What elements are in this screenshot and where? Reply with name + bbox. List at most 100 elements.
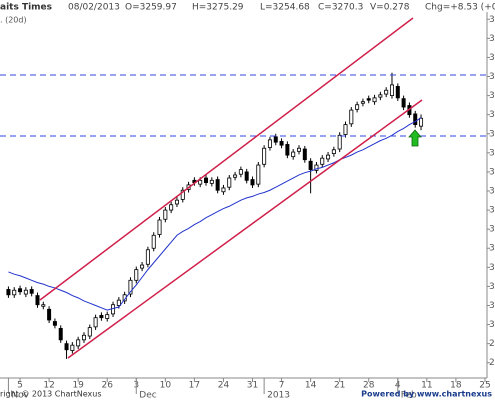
x-tick-label: 25 [479,381,490,391]
candle-body [349,109,354,125]
chart-title: aits Times [0,3,52,13]
y-tick-label: 3 [489,15,495,25]
powered-by: Powered by www.chartnexus [361,390,492,399]
candle-body [145,249,150,265]
candle-body [244,171,249,181]
candle-body [140,264,145,269]
volume-text: V=0.278 [370,3,410,13]
x-tick-label: 31 [247,381,258,391]
candle-body [128,279,133,295]
candle-body [413,113,418,125]
candle-body [343,124,348,135]
candle-body [169,204,174,211]
candle-body [250,179,255,186]
x-tick-label: 28 [363,381,375,391]
y-tick-label: 3 [489,148,495,158]
candle-body [291,151,296,158]
candle-body [308,160,313,171]
candle-body [35,295,40,306]
candle-body [262,147,267,165]
candle-body [355,104,360,110]
legend-entry: . (20d) [0,16,27,25]
candle-body [395,86,400,99]
candle-body [372,97,377,103]
candle-body [180,189,185,200]
candle-body [76,339,81,347]
y-tick-label: 2 [489,339,495,349]
x-period-label: Feb [401,391,417,400]
candle-body [99,315,104,319]
plot-area: 2233333333333333333512192631017243171421… [6,15,495,400]
x-tick-label: 10 [160,381,172,391]
candle-body [116,299,121,306]
y-tick-label: 2 [489,358,495,368]
candle-body [227,177,232,188]
candle-body [389,84,394,96]
y-tick-label: 3 [489,301,495,311]
candle-body [52,321,57,326]
candle-body [58,327,63,341]
candle-body [285,144,290,156]
candle-body [337,134,342,150]
change-text: Chg=+8.53 (+0.3%) [425,3,495,13]
ma-line [8,117,422,311]
candle-body [267,139,272,148]
candle-body [18,288,23,293]
up-arrow [408,129,422,147]
y-tick-label: 3 [489,320,495,330]
channel-lower [67,99,423,359]
y-tick-label: 3 [489,72,495,82]
x-tick-label: 12 [43,381,54,391]
candle-body [256,164,261,185]
candle-body [198,179,203,185]
candle-body [29,289,34,294]
candle-body [105,314,110,319]
candle-body [384,89,389,95]
y-tick-label: 3 [489,206,495,216]
y-tick-label: 3 [489,129,495,139]
candle-body [209,179,214,184]
y-tick-label: 3 [489,263,495,273]
candle-body [314,164,319,171]
candle-body [302,148,307,161]
candle-body [163,209,168,220]
candle-body [174,199,179,205]
candle-body [419,117,424,127]
x-tick-label: 5 [17,381,23,391]
candle-body [6,289,11,296]
candle-body [331,149,336,155]
channel-upper [39,17,414,301]
y-tick-label: 3 [489,187,495,197]
x-period-label: Dec [139,391,156,400]
candle-body [81,334,86,341]
candle-body [297,147,301,152]
candle-body [70,344,75,351]
candle-body [238,169,243,175]
candle-body [326,154,331,160]
candle-body [87,327,92,337]
candle-body [93,317,98,328]
candle-body [279,140,284,146]
candle-body [204,177,209,184]
candle-body [366,98,371,101]
candle-body [378,94,383,98]
date: 08/02/2013 [68,3,120,13]
candle-body [64,343,69,351]
candle-body [41,304,46,307]
y-tick-label: 3 [489,34,495,44]
y-tick-label: 3 [489,91,495,101]
candle-body [47,308,52,321]
candle-body [273,136,278,143]
candle-body [12,289,17,296]
x-tick-label: 7 [279,381,285,391]
y-tick-label: 3 [489,53,495,63]
y-tick-label: 3 [489,244,495,254]
high-text: H=3275.29 [192,3,244,13]
x-tick-label: 19 [72,381,84,391]
x-period-label: 2013 [267,391,290,400]
y-tick-label: 3 [489,167,495,177]
candle-body [320,157,325,165]
y-tick-label: 3 [489,110,495,120]
